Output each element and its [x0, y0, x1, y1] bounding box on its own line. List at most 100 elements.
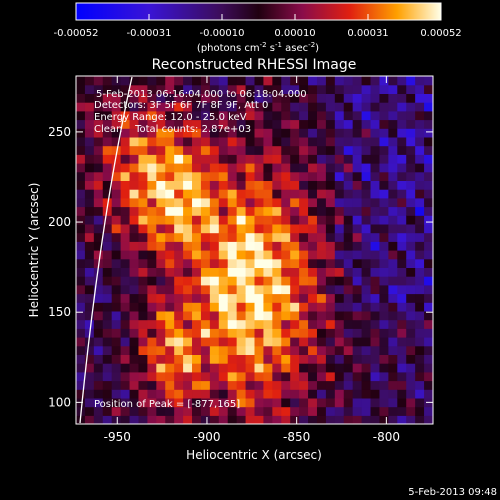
heatmap-cell	[424, 171, 433, 181]
heatmap-cell	[254, 241, 265, 251]
heatmap-cell	[388, 267, 398, 277]
heatmap-cell	[334, 319, 345, 329]
heatmap-cell	[120, 241, 131, 251]
heatmap-cell	[93, 276, 104, 286]
colorbar-tick-label: 0.00031	[347, 28, 388, 39]
heatmap-cell	[397, 163, 407, 173]
heatmap-cell	[370, 258, 381, 268]
heatmap-cell	[254, 119, 265, 129]
heatmap-cell	[218, 241, 229, 251]
heatmap-cell	[352, 415, 363, 424]
heatmap-cell	[227, 171, 238, 181]
heatmap-cell	[308, 284, 318, 295]
heatmap-cell	[165, 276, 175, 286]
heatmap-cell	[281, 284, 291, 295]
heatmap-cell	[272, 154, 282, 164]
heatmap-cell	[200, 163, 211, 173]
heatmap-cell	[111, 250, 122, 260]
heatmap-cell	[370, 102, 381, 112]
heatmap-cell	[183, 84, 193, 94]
heatmap-cell	[209, 337, 220, 347]
heatmap-cell	[218, 119, 229, 129]
heatmap-cell	[415, 241, 425, 251]
heatmap-cell	[415, 363, 425, 373]
heatmap-cell	[236, 241, 247, 251]
heatmap-cell	[102, 380, 113, 390]
heatmap-cell	[156, 345, 166, 355]
heatmap-cell	[343, 276, 354, 286]
heatmap-cell	[227, 76, 238, 86]
heatmap-cell	[84, 171, 95, 181]
heatmap-cell	[245, 197, 256, 208]
heatmap-cell	[370, 371, 381, 382]
heatmap-cell	[245, 128, 256, 138]
heatmap-cell	[325, 328, 336, 338]
heatmap-cell	[281, 302, 291, 312]
heatmap-cell	[129, 363, 140, 373]
heatmap-cell	[183, 380, 193, 390]
heatmap-cell	[290, 302, 300, 312]
heatmap-cell	[397, 136, 407, 147]
heatmap-cell	[397, 232, 407, 242]
heatmap-cell	[245, 284, 256, 295]
heatmap-cell	[245, 371, 256, 382]
heatmap-cell	[352, 389, 363, 399]
heatmap-cell	[138, 84, 148, 94]
heatmap-cell	[174, 119, 184, 129]
heatmap-cell	[370, 276, 381, 286]
heatmap-cell	[254, 223, 265, 234]
heatmap-cell	[192, 328, 202, 338]
heatmap-cell	[138, 215, 148, 225]
heatmap-cell	[174, 215, 184, 225]
heatmap-cell	[200, 328, 211, 338]
heatmap-cell	[281, 415, 291, 424]
heatmap-cell	[129, 180, 140, 190]
heatmap-cell	[415, 389, 425, 399]
heatmap-cell	[192, 206, 202, 216]
colorbar-ticks: -0.00052 -0.00031 -0.00010 0.00010 0.00031 0.…	[54, 14, 462, 39]
heatmap-cell	[263, 276, 273, 286]
heatmap-cell	[299, 241, 309, 251]
heatmap-cell	[227, 397, 238, 408]
heatmap-cell	[272, 206, 282, 216]
heatmap-cell	[424, 337, 433, 347]
heatmap-cell	[334, 276, 345, 286]
heatmap-cell	[227, 163, 238, 173]
heatmap-cell	[102, 319, 113, 329]
heatmap-cell	[290, 163, 300, 173]
heatmap-cell	[424, 189, 433, 199]
heatmap-cell	[192, 84, 202, 94]
heatmap-cell	[263, 363, 273, 373]
heatmap-cell	[343, 189, 354, 199]
heatmap-cell	[316, 267, 327, 277]
heatmap-cell	[325, 284, 336, 295]
heatmap-cell	[397, 319, 407, 329]
heatmap-cell	[76, 180, 86, 190]
heatmap-cell	[200, 345, 211, 355]
heatmap-cell	[308, 163, 318, 173]
heatmap-cell	[415, 180, 425, 190]
heatmap-cell	[379, 189, 389, 199]
heatmap-cell	[183, 171, 193, 181]
heatmap-cell	[218, 337, 229, 347]
heatmap-cell	[129, 406, 140, 416]
heatmap-cell	[343, 250, 354, 260]
heatmap-cell	[415, 136, 425, 147]
heatmap-cell	[334, 119, 345, 129]
heatmap-cell	[272, 363, 282, 373]
heatmap-cell	[84, 180, 95, 190]
heatmap-cell	[227, 371, 238, 382]
heatmap-cell	[272, 189, 282, 199]
heatmap-cell	[183, 371, 193, 382]
heatmap-cell	[316, 276, 327, 286]
heatmap-cell	[165, 363, 175, 373]
heatmap-cell	[84, 371, 95, 382]
heatmap-cell	[111, 93, 122, 103]
heatmap-cell	[308, 197, 318, 208]
heatmap-cell	[156, 310, 166, 321]
heatmap-cell	[424, 363, 433, 373]
heatmap-cell	[147, 119, 157, 129]
heatmap-cell	[299, 302, 309, 312]
heatmap-cell	[379, 293, 389, 303]
heatmap-cell	[361, 397, 372, 408]
